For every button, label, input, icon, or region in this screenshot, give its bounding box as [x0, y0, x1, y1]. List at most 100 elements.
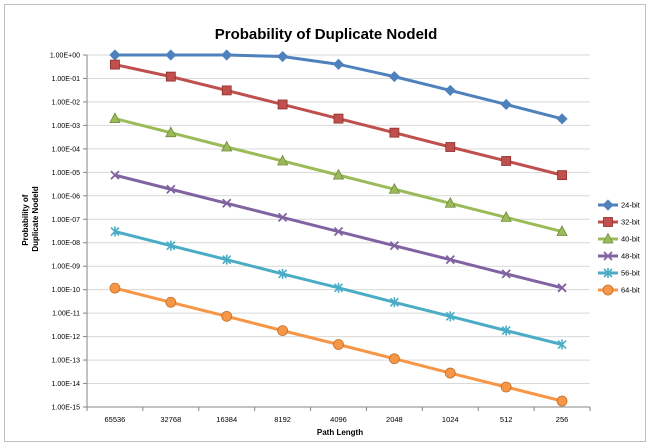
legend-label: 64-bit	[621, 286, 641, 295]
data-point	[110, 59, 120, 70]
data-point	[166, 240, 176, 251]
y-axis-title-line-2: Duplicate NodeId	[31, 186, 40, 251]
x-tick-label: 16384	[216, 415, 237, 424]
data-point	[444, 367, 456, 379]
y-tick-label: 1.00E-14	[52, 381, 81, 388]
y-tick-label: 1.00E-10	[52, 287, 81, 294]
data-point	[110, 170, 120, 180]
data-point	[276, 154, 289, 166]
x-axis-title: Path Length	[317, 428, 363, 437]
legend-marker	[602, 232, 614, 244]
data-point	[500, 381, 512, 393]
legend-marker	[603, 217, 613, 227]
series-24-bit	[109, 49, 568, 125]
chart-title: Probability of Duplicate NodeId	[215, 26, 438, 43]
series-32-bit	[110, 59, 567, 181]
y-tick-label: 1.00E+00	[50, 53, 80, 60]
data-point	[277, 212, 288, 223]
legend-item-24-bit: 24-bit	[598, 199, 641, 211]
y-tick-label: 1.00E-11	[52, 311, 80, 318]
data-point	[166, 184, 176, 194]
y-tick-label: 1.00E-07	[52, 217, 81, 224]
series-56-bit	[110, 226, 567, 350]
data-point	[445, 142, 456, 152]
data-point	[109, 112, 121, 123]
y-tick-label: 1.00E-09	[52, 264, 81, 271]
y-tick-label: 1.00E-01	[52, 76, 81, 83]
y-tick-label: 1.00E-15	[52, 405, 81, 412]
y-tick-label: 1.00E-04	[52, 146, 81, 153]
x-tick-label: 65536	[105, 415, 126, 424]
series-40-bit	[109, 112, 568, 236]
x-tick-label: 2048	[386, 415, 403, 424]
data-point	[221, 310, 233, 322]
data-point	[277, 325, 289, 337]
data-point	[333, 113, 344, 124]
y-tick-label: 1.00E-05	[52, 170, 81, 177]
x-tick-label: 32768	[160, 415, 181, 424]
y-tick-label: 1.00E-08	[52, 240, 81, 247]
legend-marker	[602, 199, 614, 211]
data-point	[221, 49, 233, 61]
data-point	[388, 353, 400, 365]
line-chart: Probability of Duplicate NodeId 1.00E+00…	[21, 26, 641, 437]
data-point	[557, 170, 567, 181]
legend-item-48-bit: 48-bit	[598, 251, 641, 261]
data-point	[557, 339, 567, 350]
data-point	[445, 255, 455, 265]
data-point	[277, 50, 289, 63]
x-tick-label: 8192	[274, 415, 291, 424]
data-point	[221, 140, 233, 152]
data-point	[277, 99, 288, 110]
y-tick-label: 1.00E-02	[52, 99, 81, 106]
y-tick-label: 1.00E-03	[52, 123, 81, 130]
series-64-bit	[109, 282, 568, 407]
data-point	[556, 113, 568, 125]
data-point	[556, 225, 568, 236]
legend-item-32-bit: 32-bit	[598, 217, 641, 227]
data-point	[389, 127, 400, 138]
data-point	[165, 49, 177, 61]
data-point	[500, 98, 512, 111]
legend-item-64-bit: 64-bit	[598, 284, 641, 296]
y-tick-label: 1.00E-12	[52, 334, 81, 341]
data-point	[109, 49, 121, 61]
data-point	[333, 339, 344, 350]
legend-label: 32-bit	[621, 218, 641, 227]
x-tick-label: 1024	[442, 415, 459, 424]
y-axis-title: Probability of Duplicate NodeId	[21, 186, 40, 251]
series-48-bit	[110, 170, 567, 293]
y-tick-label: 1.00E-06	[52, 193, 81, 200]
data-point	[501, 325, 511, 336]
data-point	[222, 198, 232, 208]
data-point	[109, 282, 121, 294]
data-point	[444, 196, 456, 208]
data-point	[110, 226, 120, 237]
legend-label: 48-bit	[621, 252, 641, 261]
data-point	[278, 268, 288, 279]
data-point	[222, 254, 232, 265]
data-point	[557, 283, 567, 293]
chart-frame: Probability of Duplicate NodeId 1.00E+00…	[4, 4, 646, 442]
legend-marker	[602, 284, 614, 296]
data-point	[332, 168, 345, 180]
data-point	[333, 282, 344, 293]
legend: 24-bit 32-bit 40-bit 48-bit 56-bit 64-bit	[598, 199, 641, 296]
data-point	[221, 85, 232, 96]
legend-label: 24-bit	[621, 201, 641, 210]
data-point	[165, 296, 177, 308]
x-tick-label: 512	[500, 415, 513, 424]
data-point	[333, 226, 344, 237]
series-lines	[109, 49, 568, 407]
data-point	[445, 311, 455, 322]
data-point	[501, 269, 511, 279]
data-point	[388, 71, 400, 83]
data-point	[500, 211, 512, 222]
legend-label: 56-bit	[621, 269, 641, 278]
y-tick-label: 1.00E-13	[52, 358, 81, 365]
legend-item-40-bit: 40-bit	[598, 232, 641, 244]
axes: 1.00E+00 1.00E-01 1.00E-02 1.00E-03 1.00E-04…	[50, 53, 591, 424]
data-point	[389, 297, 399, 308]
data-point	[165, 71, 176, 82]
data-point	[556, 395, 568, 407]
